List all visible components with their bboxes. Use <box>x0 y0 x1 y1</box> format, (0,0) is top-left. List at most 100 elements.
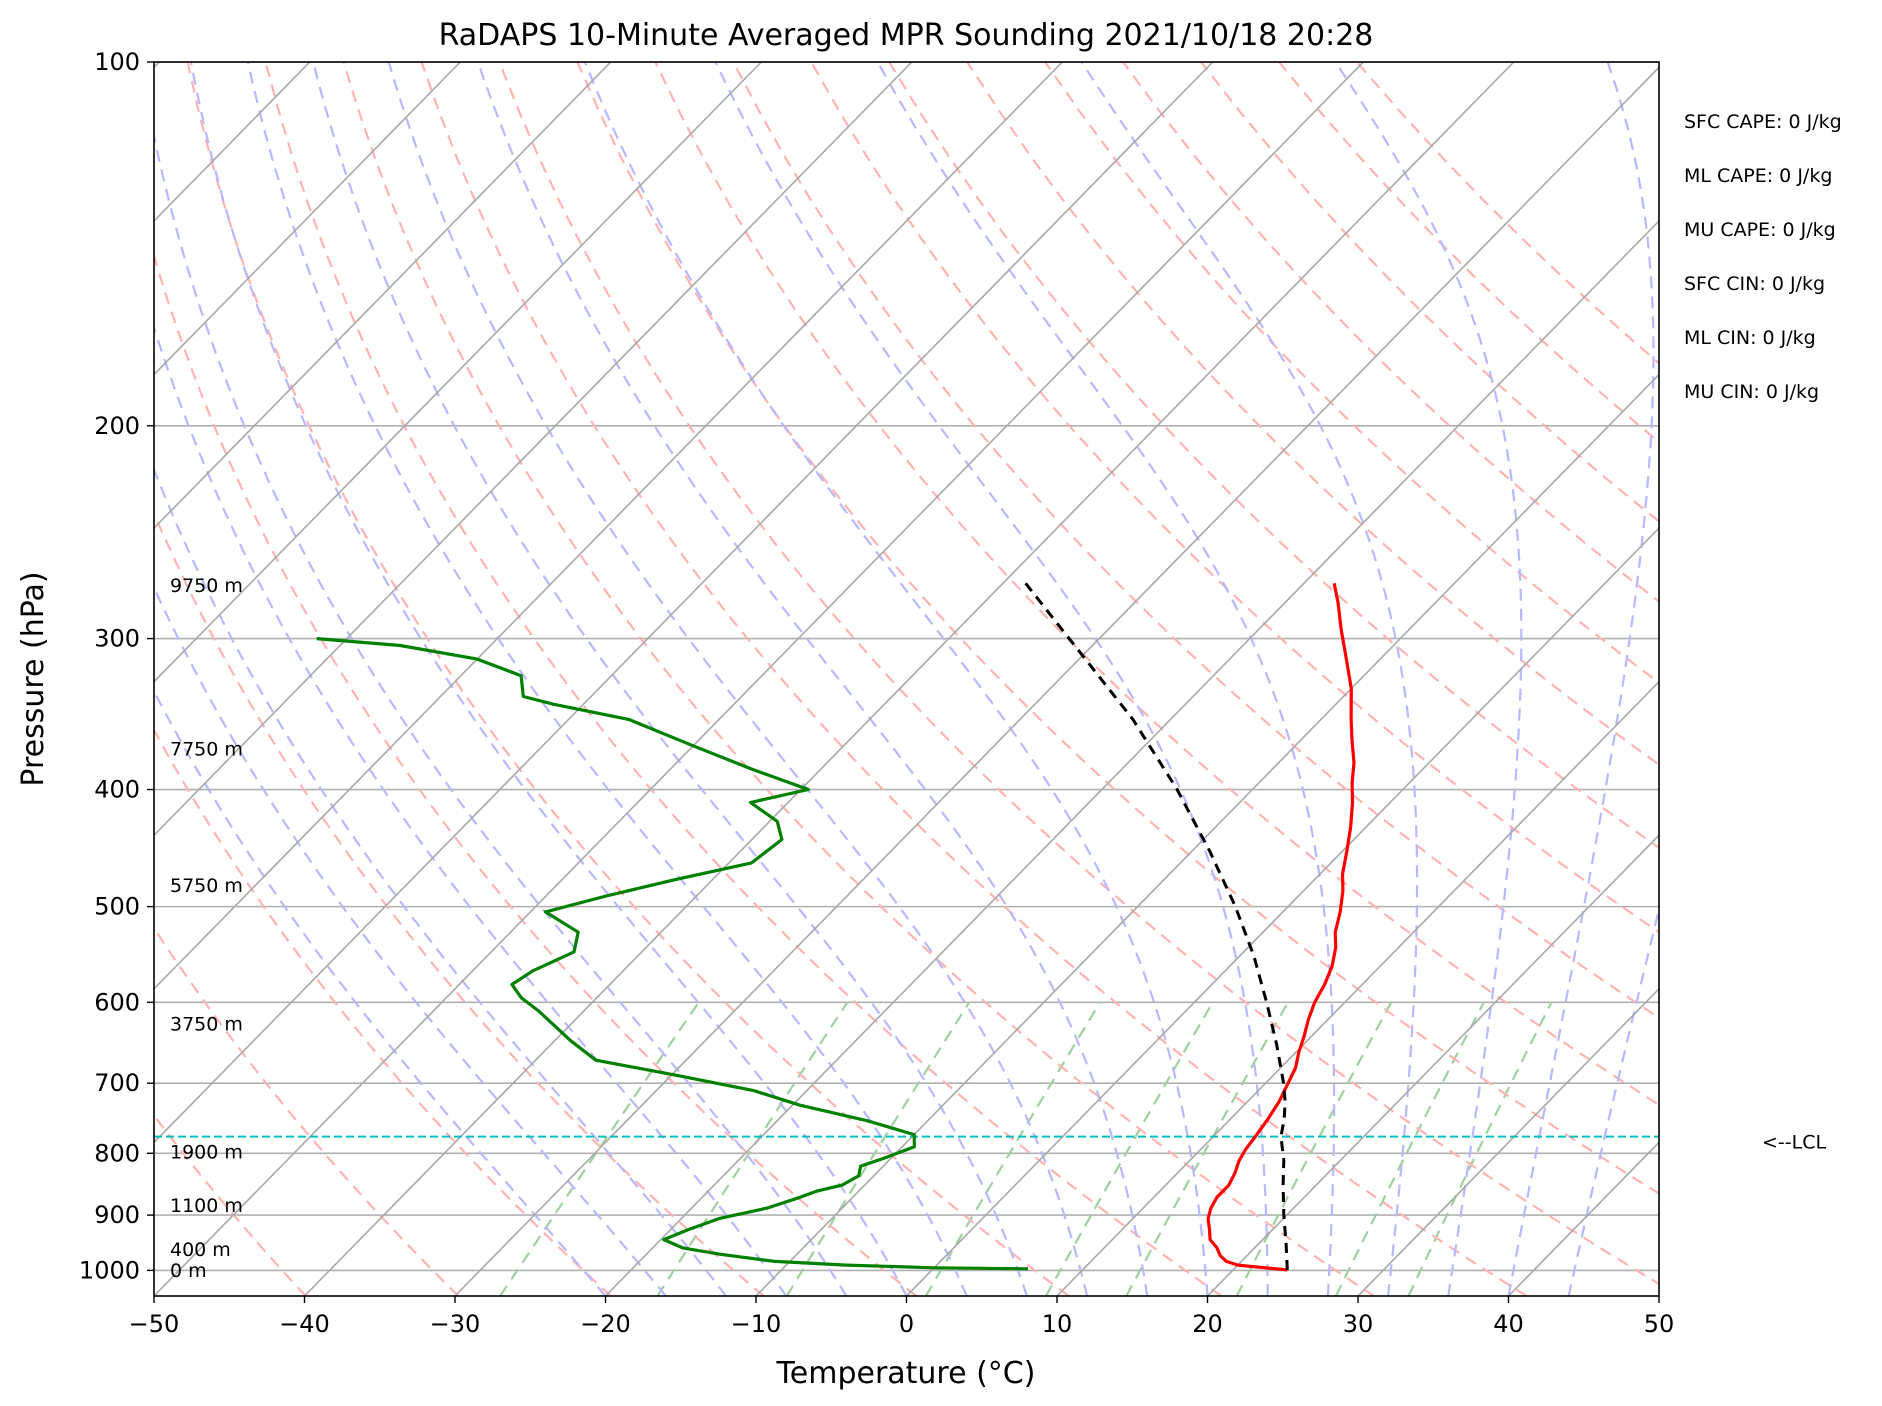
isotherm-line <box>154 62 1063 990</box>
x-tick-label: −50 <box>129 1310 180 1338</box>
dry-adiabats <box>154 62 1659 1296</box>
height-label: 7750 m <box>170 739 243 761</box>
y-tick-label: 300 <box>94 625 140 653</box>
dry-adiabat <box>966 62 1659 767</box>
height-label: 5750 m <box>170 875 243 897</box>
chart-title: RaDAPS 10-Minute Averaged MPR Sounding 2… <box>439 18 1374 53</box>
y-tick-label: 1000 <box>79 1256 140 1284</box>
x-tick-label: −10 <box>731 1310 782 1338</box>
dry-adiabat <box>732 62 1659 1020</box>
stability-index-text: SFC CAPE: 0 J/kg <box>1684 111 1842 133</box>
mixing-ratio-line <box>1235 1001 1393 1296</box>
moist-adiabat <box>1507 62 1655 1296</box>
isotherm-line <box>303 62 1515 1296</box>
isotherm-line <box>154 62 913 837</box>
dry-adiabat <box>264 62 1223 1296</box>
mixing-ratio-line <box>1045 1001 1214 1296</box>
mixing-ratio-line <box>1335 1001 1485 1296</box>
dry-adiabat <box>420 62 1528 1296</box>
mixing-ratio-line <box>499 1001 700 1296</box>
y-tick-label: 100 <box>94 48 140 76</box>
skewed-isotherms <box>154 62 1659 1296</box>
y-tick-label: 500 <box>94 893 140 921</box>
moist-adiabat <box>714 62 1269 1296</box>
moist-adiabat <box>1334 62 1523 1296</box>
dry-adiabat <box>154 727 612 1296</box>
lcl-label: <--LCL <box>1762 1132 1826 1154</box>
isotherm-line <box>454 66 1659 1296</box>
moist-adiabat <box>154 130 848 1296</box>
isotherm-line <box>1056 680 1659 1296</box>
moist-adiabats <box>154 62 1659 1296</box>
x-tick-label: −30 <box>430 1310 481 1338</box>
stability-index-text: MU CIN: 0 J/kg <box>1684 381 1819 403</box>
stability-index-text: ML CAPE: 0 J/kg <box>1684 165 1832 187</box>
height-labels: 9750 m 7750 m 5750 m 3750 m 1900 m 1100 m 400 … <box>170 575 243 1282</box>
y-tick-label: 800 <box>94 1139 140 1167</box>
stability-indices: SFC CAPE: 0 J/kg ML CAPE: 0 J/kg MU CAPE: … <box>1684 111 1842 403</box>
parcel-trace <box>1024 582 1289 1270</box>
moist-adiabat <box>246 62 968 1296</box>
x-tick-label: −40 <box>279 1310 330 1338</box>
dry-adiabat <box>154 510 765 1296</box>
x-axis-title: Temperature (°C) <box>776 1356 1036 1391</box>
dry-adiabat <box>342 62 1375 1296</box>
moist-adiabat <box>189 62 908 1296</box>
mixing-ratio-line <box>656 1001 849 1296</box>
x-axis: −50 −40 −30 −20 −10 0 10 20 30 40 50 <box>129 1296 1675 1338</box>
y-axis: 100 200 300 400 500 600 700 800 900 1000 <box>79 48 154 1284</box>
stability-index-text: ML CIN: 0 J/kg <box>1684 327 1816 349</box>
isotherm-line <box>154 62 612 530</box>
x-tick-label: −20 <box>580 1310 631 1338</box>
moist-adiabat <box>583 62 1209 1296</box>
temperature-trace <box>1206 582 1356 1272</box>
height-label: 9750 m <box>170 575 243 597</box>
height-label: 400 m <box>170 1239 231 1261</box>
dry-adiabat <box>810 62 1659 934</box>
moist-adiabat <box>387 62 1089 1296</box>
isotherm-line <box>154 62 762 683</box>
isotherm-line <box>154 62 1214 1144</box>
moist-adiabat <box>312 62 1028 1296</box>
isotherm-line <box>755 373 1659 1296</box>
x-tick-label: 30 <box>1343 1310 1374 1338</box>
y-axis-title: Pressure (hPa) <box>16 571 51 786</box>
mixing-ratio-line <box>1125 1001 1289 1296</box>
moist-adiabat <box>154 323 788 1296</box>
mixing-ratio-line <box>1407 1001 1553 1296</box>
moist-adiabat <box>154 466 727 1296</box>
y-tick-label: 900 <box>94 1201 140 1229</box>
dry-adiabat <box>1044 62 1659 685</box>
isotherm-line <box>1206 834 1659 1296</box>
moist-adiabat <box>1567 904 1659 1296</box>
isotherm-line <box>1357 987 1659 1296</box>
mixing-ratio-lines <box>499 1001 1553 1296</box>
dewpoint-trace <box>316 637 1029 1271</box>
moist-adiabat <box>1080 62 1419 1296</box>
dry-adiabat <box>576 62 1659 1195</box>
height-label: 1900 m <box>170 1141 243 1163</box>
y-tick-label: 600 <box>94 988 140 1016</box>
dry-adiabat <box>888 62 1659 850</box>
dry-adiabat <box>154 251 917 1296</box>
y-tick-label: 200 <box>94 412 140 440</box>
moist-adiabat <box>876 62 1336 1296</box>
mixing-ratio-line <box>785 1001 971 1296</box>
stability-index-text: MU CAPE: 0 J/kg <box>1684 219 1836 241</box>
y-tick-label: 700 <box>94 1069 140 1097</box>
moist-adiabat <box>476 62 1149 1296</box>
x-tick-label: 20 <box>1192 1310 1223 1338</box>
stability-index-text: SFC CIN: 0 J/kg <box>1684 273 1825 295</box>
x-tick-label: 0 <box>899 1310 914 1338</box>
dry-adiabat <box>186 62 1070 1296</box>
isotherm-line <box>154 62 461 376</box>
dry-adiabat <box>654 62 1659 1107</box>
x-tick-label: 10 <box>1042 1310 1073 1338</box>
sounding-traces <box>316 582 1356 1272</box>
x-tick-label: 50 <box>1644 1310 1675 1338</box>
x-tick-label: 40 <box>1493 1310 1524 1338</box>
height-label: 3750 m <box>170 1014 243 1036</box>
